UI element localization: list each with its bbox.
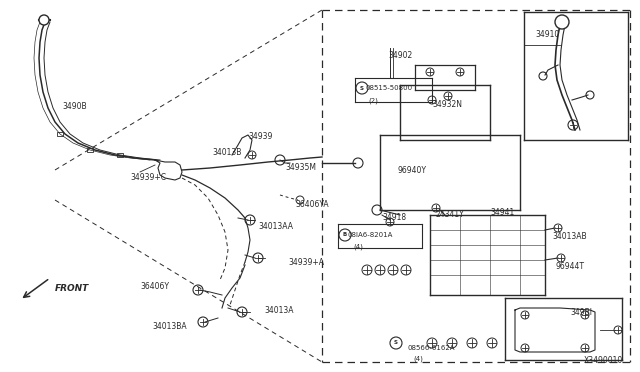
Text: 96940Y: 96940Y bbox=[398, 166, 427, 175]
Text: 34918: 34918 bbox=[382, 213, 406, 222]
Text: 34939+C: 34939+C bbox=[130, 173, 166, 182]
Text: 34013AA: 34013AA bbox=[258, 222, 293, 231]
Text: S: S bbox=[360, 86, 364, 90]
Text: 34013BA: 34013BA bbox=[152, 322, 187, 331]
Text: 34910: 34910 bbox=[535, 30, 559, 39]
Text: 34939+A: 34939+A bbox=[288, 258, 324, 267]
Text: 36406Y: 36406Y bbox=[140, 282, 169, 291]
Text: X3490010: X3490010 bbox=[584, 356, 623, 365]
Text: (2): (2) bbox=[368, 97, 378, 103]
Text: 34939: 34939 bbox=[248, 132, 273, 141]
Text: 34013AB: 34013AB bbox=[552, 232, 587, 241]
Text: 08IA6-8201A: 08IA6-8201A bbox=[347, 232, 392, 238]
Bar bbox=[87, 148, 93, 152]
Text: 34013A: 34013A bbox=[264, 306, 294, 315]
Text: (4): (4) bbox=[353, 244, 363, 250]
Text: 24341Y: 24341Y bbox=[436, 210, 465, 219]
Text: B: B bbox=[343, 232, 347, 237]
Text: 34013B: 34013B bbox=[212, 148, 241, 157]
Text: (4): (4) bbox=[413, 356, 423, 362]
Text: 34935M: 34935M bbox=[285, 163, 316, 172]
Text: 96944T: 96944T bbox=[556, 262, 585, 271]
Text: 349BI: 349BI bbox=[570, 308, 592, 317]
Text: 3490B: 3490B bbox=[62, 102, 86, 111]
Text: 34941: 34941 bbox=[490, 208, 515, 217]
Text: FRONT: FRONT bbox=[55, 284, 89, 293]
Text: 08566-6162A: 08566-6162A bbox=[408, 345, 456, 351]
Bar bbox=[57, 132, 63, 136]
Text: 08515-50800: 08515-50800 bbox=[365, 85, 412, 91]
Bar bbox=[117, 153, 123, 157]
Circle shape bbox=[555, 15, 569, 29]
Text: S: S bbox=[394, 340, 398, 346]
Text: 36406YA: 36406YA bbox=[295, 200, 328, 209]
Text: 34902: 34902 bbox=[388, 51, 412, 60]
Circle shape bbox=[39, 15, 49, 25]
Text: 34932N: 34932N bbox=[432, 100, 462, 109]
